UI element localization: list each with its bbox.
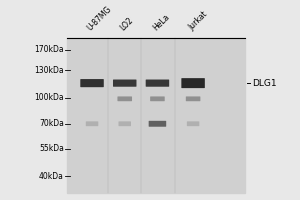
Text: 100kDa: 100kDa — [34, 93, 64, 102]
FancyBboxPatch shape — [187, 121, 199, 126]
Text: U-87MG: U-87MG — [86, 4, 113, 32]
FancyBboxPatch shape — [113, 80, 136, 87]
FancyBboxPatch shape — [150, 96, 165, 101]
Bar — [67, 38, 245, 193]
Text: 170kDa: 170kDa — [34, 45, 64, 54]
Text: LO2: LO2 — [118, 16, 135, 32]
FancyBboxPatch shape — [118, 96, 132, 101]
FancyBboxPatch shape — [118, 121, 131, 126]
FancyBboxPatch shape — [149, 121, 166, 127]
FancyBboxPatch shape — [186, 96, 200, 101]
Text: 70kDa: 70kDa — [39, 119, 64, 128]
FancyBboxPatch shape — [80, 79, 104, 87]
FancyBboxPatch shape — [146, 80, 169, 87]
Text: 40kDa: 40kDa — [39, 172, 64, 181]
FancyBboxPatch shape — [182, 78, 205, 88]
Text: HeLa: HeLa — [151, 12, 171, 32]
Text: 55kDa: 55kDa — [39, 144, 64, 153]
Text: Jurkat: Jurkat — [187, 10, 209, 32]
Text: DLG1: DLG1 — [253, 79, 277, 88]
FancyBboxPatch shape — [86, 121, 98, 126]
Text: 130kDa: 130kDa — [34, 66, 64, 75]
